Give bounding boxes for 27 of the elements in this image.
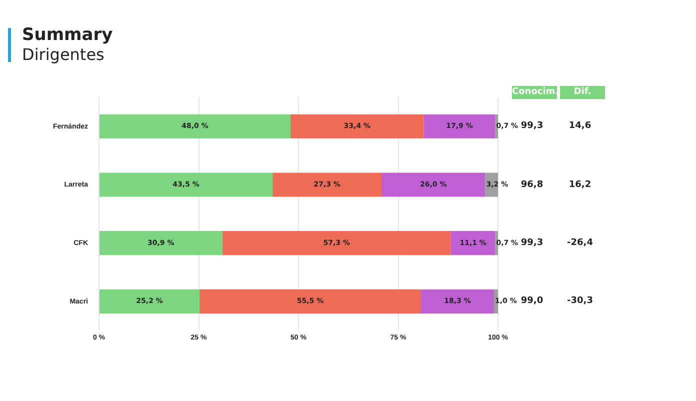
bar: [100, 231, 222, 256]
bar: [100, 114, 291, 138]
bar: [495, 114, 498, 138]
bar: [100, 289, 200, 314]
bar: [424, 114, 496, 138]
text: 96,8: [520, 180, 544, 190]
bar: [272, 172, 382, 197]
chart-title: Summary: [22, 25, 113, 45]
bar: [100, 172, 273, 197]
bar: [381, 172, 486, 197]
text: Conocim.: [512, 86, 559, 99]
text: -26,4: [566, 238, 594, 248]
text: 99,3: [520, 121, 544, 132]
text: 14,6: [568, 121, 592, 132]
bar: [200, 289, 421, 314]
bar: [290, 114, 424, 138]
bar: [420, 289, 494, 314]
text: -30,3: [566, 296, 594, 306]
bar: [495, 231, 498, 256]
bar: [222, 231, 451, 256]
bar: [450, 231, 496, 256]
text: Dif.: [560, 86, 605, 99]
chart-subtitle: Dirigentes: [22, 45, 104, 64]
text: 16,2: [568, 180, 592, 190]
text: 99,3: [520, 238, 544, 248]
bar: [485, 172, 498, 197]
text: 99,0: [520, 296, 544, 306]
